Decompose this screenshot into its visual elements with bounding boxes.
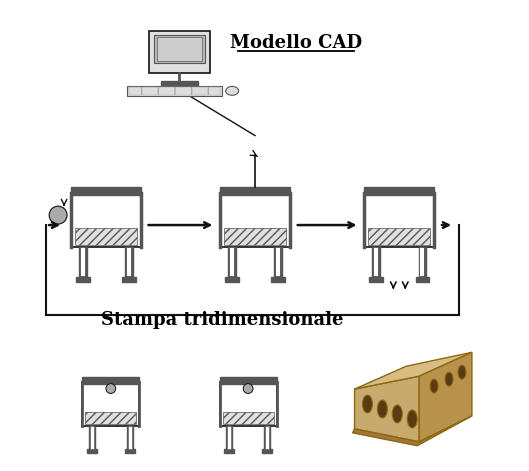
Bar [369, 227, 430, 245]
Polygon shape [354, 352, 472, 389]
Bar [129, 87, 220, 95]
Ellipse shape [393, 405, 402, 423]
Bar [220, 187, 290, 195]
Bar [228, 247, 236, 277]
Bar [87, 449, 97, 453]
Bar [157, 37, 202, 61]
Bar [262, 449, 272, 453]
Bar [160, 81, 198, 86]
Bar [149, 31, 211, 73]
Bar [372, 247, 380, 277]
Circle shape [106, 384, 116, 393]
Bar [271, 277, 285, 282]
Bar [226, 426, 232, 449]
Ellipse shape [407, 410, 417, 428]
Polygon shape [419, 352, 472, 442]
Bar [369, 277, 383, 282]
Bar [127, 86, 222, 96]
Bar [364, 193, 434, 247]
Bar [71, 193, 141, 247]
Polygon shape [354, 376, 419, 442]
Bar [127, 426, 133, 449]
Bar [122, 277, 136, 282]
Bar [85, 412, 136, 424]
Bar [83, 382, 139, 426]
Bar [220, 382, 277, 426]
Circle shape [49, 206, 67, 224]
Bar [220, 193, 290, 247]
Bar [364, 187, 434, 195]
Bar [125, 449, 135, 453]
Ellipse shape [226, 86, 239, 95]
Bar [125, 247, 133, 277]
Ellipse shape [430, 379, 438, 393]
Bar [224, 449, 234, 453]
Bar [153, 35, 205, 63]
Ellipse shape [377, 400, 387, 418]
Bar [224, 227, 286, 245]
Bar [225, 277, 239, 282]
Bar [416, 277, 430, 282]
Bar [223, 412, 273, 424]
Bar [71, 187, 141, 195]
Bar [79, 247, 87, 277]
Bar [418, 247, 426, 277]
Ellipse shape [362, 395, 372, 413]
Ellipse shape [445, 372, 453, 386]
Circle shape [243, 384, 253, 393]
Bar [83, 377, 139, 383]
Bar [75, 227, 136, 245]
Bar [264, 426, 270, 449]
Text: Stampa tridimensionale: Stampa tridimensionale [101, 311, 344, 329]
Bar [89, 426, 95, 449]
Text: Modello CAD: Modello CAD [230, 33, 362, 52]
Bar [274, 247, 282, 277]
Bar [76, 277, 89, 282]
Polygon shape [352, 416, 472, 446]
Bar [220, 377, 277, 383]
Ellipse shape [458, 365, 466, 379]
